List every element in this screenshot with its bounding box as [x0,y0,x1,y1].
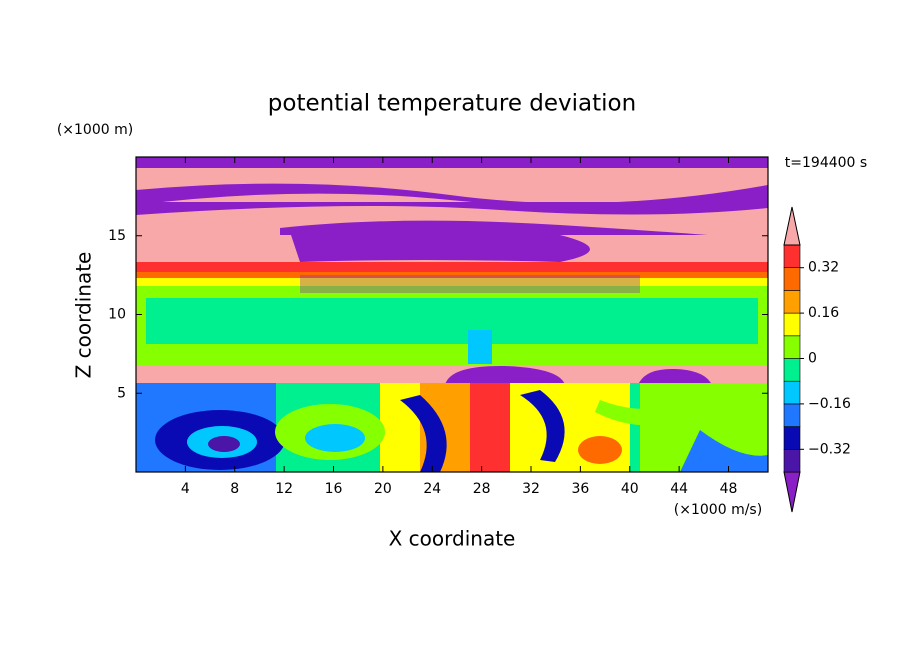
colorbar-label: 0 [808,351,817,367]
x-tick-label: 20 [374,481,392,497]
y-unit: (×1000 m) [57,122,133,138]
time-label: t=194400 s [785,155,867,171]
x-tick-label: 44 [670,481,688,497]
x-tick-label: 40 [621,481,639,497]
y-tick-label: 5 [117,385,126,401]
chart-title: potential temperature deviation [268,91,636,117]
x-tick-label: 48 [720,481,738,497]
x-tick-label: 32 [522,481,540,497]
colorbar-label: 0.16 [808,305,839,321]
y-axis-label: Z coordinate [72,252,96,379]
colorbar-label: −0.32 [808,441,851,457]
colorbar-segment [783,358,801,382]
x-axis-label: X coordinate [389,527,516,551]
x-tick-label: 28 [473,481,491,497]
x-tick-label: 12 [275,481,293,497]
colorbar-segment [783,403,801,427]
colorbar-label: −0.16 [808,396,851,412]
colorbar-segment [783,267,801,291]
colorbar-segment [783,380,801,405]
x-tick-label: 24 [423,481,441,497]
x-tick-label: 36 [571,481,589,497]
y-tick-label: 15 [108,228,126,244]
colorbar-segment [783,426,801,450]
x-unit: (×1000 m/s) [674,502,762,518]
colorbar-label: 0.32 [808,260,839,276]
x-tick-label: 16 [325,481,343,497]
colorbar-triangle [783,206,801,246]
colorbar-segment [783,312,801,337]
x-tick-label: 4 [181,481,190,497]
colorbar-segment [783,448,801,473]
x-tick-label: 8 [230,481,239,497]
contour-field [136,157,768,472]
colorbar-segment [783,335,801,359]
colorbar-segment [783,290,801,314]
colorbar-segment [783,244,801,269]
y-tick-label: 10 [108,307,126,323]
colorbar-triangle [783,471,801,513]
